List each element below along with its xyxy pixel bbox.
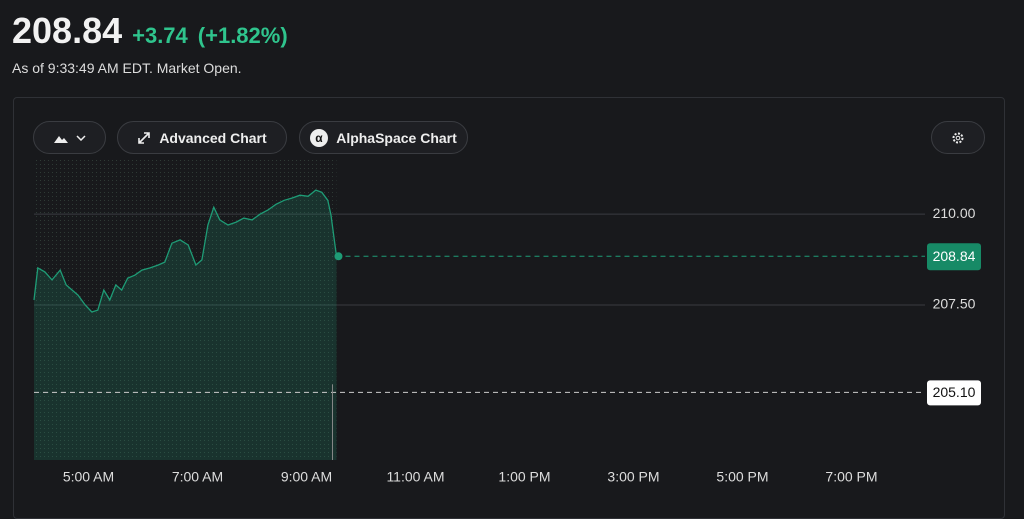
expand-icon <box>138 131 151 144</box>
page: 208.84 +3.74 (+1.82%) As of 9:33:49 AM E… <box>12 10 1005 519</box>
chart-type-dropdown[interactable] <box>33 121 106 154</box>
chevron-icon <box>75 134 86 141</box>
chart: 210.00 207.50 5:00 AM 7:00 AM 9:00 AM 11:00 A… <box>33 157 981 485</box>
alpha-icon: α <box>310 128 329 147</box>
settings-button[interactable] <box>931 121 985 154</box>
gear-icon <box>952 132 964 143</box>
svg-text:α: α <box>316 131 324 145</box>
as-of: As of 9:33:49 AM EDT. Market Open. <box>12 60 242 76</box>
x-tick-label: 11:00 AM <box>386 469 444 485</box>
y-tick-label: 207.50 <box>933 296 976 312</box>
x-tick-label: 7:00 AM <box>172 469 223 485</box>
alphaspace-chart-label: AlphaSpace Chart <box>336 129 457 146</box>
x-tick-label: 5:00 AM <box>63 469 114 485</box>
x-tick-label: 9:00 AM <box>281 469 332 485</box>
change-pct: (+1.82%) <box>197 23 288 48</box>
previous-close-label: 205.10 <box>933 384 976 400</box>
x-tick-label: 7:00 PM <box>825 469 877 485</box>
x-tick-label: 3:00 PM <box>607 469 659 485</box>
x-tick-label: 1:00 PM <box>498 469 550 485</box>
last-price-dot <box>334 252 343 261</box>
mountain-icon <box>53 135 68 143</box>
last-price-label: 208.84 <box>933 248 976 264</box>
advanced-chart-button[interactable]: Advanced Chart <box>117 121 287 154</box>
price: 208.84 <box>12 10 123 51</box>
change: +3.74 <box>132 23 188 48</box>
alphaspace-chart-button[interactable]: α AlphaSpace Chart <box>299 121 468 154</box>
previous-close-tag <box>927 380 981 406</box>
price-line <box>33 189 338 313</box>
last-price-tag <box>927 243 981 271</box>
quote-header: 208.84 +3.74 (+1.82%) <box>12 10 288 52</box>
x-tick-label: 5:00 PM <box>716 469 768 485</box>
premarket-shade <box>34 157 337 460</box>
y-tick-label: 210.00 <box>933 205 976 221</box>
advanced-chart-label: Advanced Chart <box>159 129 267 146</box>
